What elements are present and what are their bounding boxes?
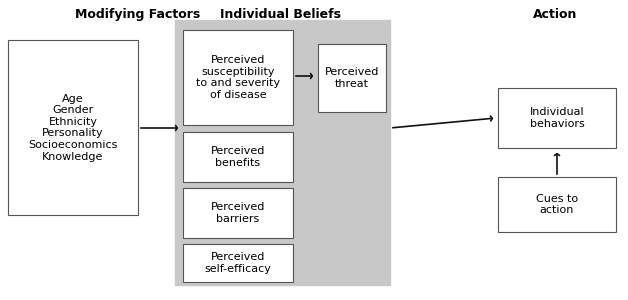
- FancyBboxPatch shape: [183, 30, 293, 125]
- Text: Individual
behaviors: Individual behaviors: [529, 107, 585, 129]
- Text: Perceived
susceptibility
to and severity
of disease: Perceived susceptibility to and severity…: [196, 55, 280, 100]
- Text: Cues to
action: Cues to action: [536, 194, 578, 215]
- FancyBboxPatch shape: [183, 244, 293, 282]
- Text: Individual Beliefs: Individual Beliefs: [220, 8, 340, 21]
- Text: Action: Action: [533, 8, 577, 21]
- Text: Perceived
benefits: Perceived benefits: [211, 146, 265, 168]
- FancyBboxPatch shape: [8, 40, 138, 215]
- FancyBboxPatch shape: [498, 177, 616, 232]
- Text: Perceived
self-efficacy: Perceived self-efficacy: [205, 252, 271, 274]
- FancyBboxPatch shape: [498, 88, 616, 148]
- FancyBboxPatch shape: [183, 132, 293, 182]
- FancyBboxPatch shape: [183, 188, 293, 238]
- FancyBboxPatch shape: [318, 44, 386, 112]
- Bar: [175, 20, 390, 285]
- Text: Modifying Factors: Modifying Factors: [75, 8, 200, 21]
- Text: Age
Gender
Ethnicity
Personality
Socioeconomics
Knowledge: Age Gender Ethnicity Personality Socioec…: [28, 94, 117, 161]
- Text: Perceived
threat: Perceived threat: [325, 67, 379, 89]
- Text: Perceived
barriers: Perceived barriers: [211, 202, 265, 224]
